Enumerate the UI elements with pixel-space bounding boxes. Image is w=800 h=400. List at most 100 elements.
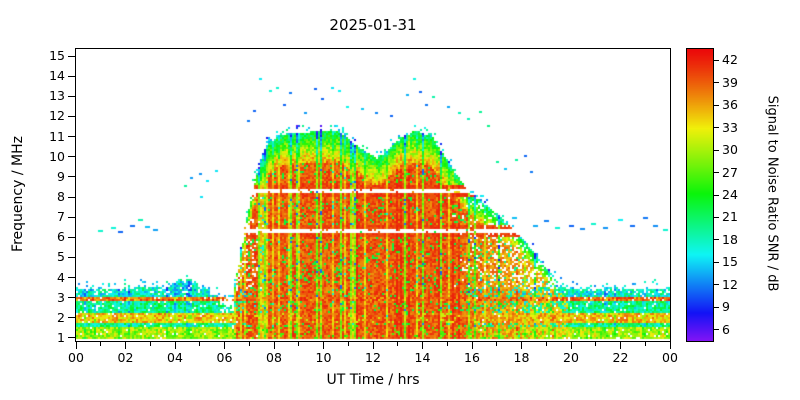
x-minor-tick-mark <box>446 342 448 346</box>
colorbar-tick-mark <box>714 194 719 196</box>
y-tick-label: 13 <box>49 88 65 104</box>
x-tick-mark <box>471 342 473 349</box>
x-tick-mark <box>570 342 572 349</box>
y-tick-mark <box>68 55 75 57</box>
colorbar-tick-label: 42 <box>722 52 738 68</box>
y-tick-mark <box>68 176 75 178</box>
colorbar-tick-label: 18 <box>722 231 738 247</box>
colorbar-tick-mark <box>714 104 719 106</box>
y-tick-mark <box>68 236 75 238</box>
y-tick-mark <box>68 317 75 319</box>
x-minor-tick-mark <box>298 342 300 346</box>
colorbar-tick-mark <box>714 59 719 61</box>
y-tick-mark <box>68 297 75 299</box>
colorbar-tick-label: 39 <box>722 74 738 90</box>
x-tick-label: 14 <box>414 350 431 365</box>
y-tick-label: 1 <box>57 329 65 345</box>
x-tick-label: 06 <box>216 350 233 365</box>
x-tick-mark <box>620 342 621 349</box>
y-tick-mark <box>68 256 75 258</box>
x-axis-label: UT Time / hrs <box>326 372 420 388</box>
x-tick-mark <box>669 342 671 349</box>
y-tick-label: 5 <box>57 249 65 265</box>
y-tick-label: 10 <box>49 148 65 164</box>
colorbar-tick-label: 9 <box>722 299 730 315</box>
x-tick-label: 08 <box>266 350 282 365</box>
x-tick-mark <box>323 342 324 349</box>
colorbar-tick-label: 21 <box>722 209 738 225</box>
x-tick-label: 16 <box>464 350 480 365</box>
colorbar-tick-label: 24 <box>722 187 738 202</box>
colorbar-tick-label: 15 <box>722 254 738 270</box>
colorbar <box>686 48 714 342</box>
x-tick-mark <box>125 342 126 349</box>
y-tick-mark <box>68 196 75 198</box>
colorbar-tick-mark <box>714 149 719 151</box>
spectrogram-plot <box>75 48 671 342</box>
chart-title: 2025-01-31 <box>329 16 417 34</box>
colorbar-tick-mark <box>714 306 719 308</box>
x-tick-label: 04 <box>167 350 183 365</box>
x-minor-tick-mark <box>199 342 201 346</box>
y-tick-mark <box>68 95 75 97</box>
y-tick-mark <box>68 216 75 218</box>
colorbar-tick-label: 36 <box>722 97 738 113</box>
x-tick-label: 00 <box>662 350 678 365</box>
colorbar-tick-mark <box>714 127 719 129</box>
y-tick-label: 12 <box>49 108 65 124</box>
x-tick-label: 22 <box>612 350 629 365</box>
x-minor-tick-mark <box>496 342 498 346</box>
y-axis-label: Frequency / MHz <box>10 136 26 252</box>
y-tick-label: 4 <box>57 269 65 285</box>
y-tick-label: 2 <box>57 309 65 325</box>
colorbar-tick-mark <box>714 172 719 174</box>
x-tick-label: 12 <box>365 350 381 365</box>
y-tick-label: 6 <box>57 229 65 245</box>
x-tick-mark <box>521 342 522 349</box>
y-tick-label: 3 <box>57 289 65 305</box>
x-tick-label: 20 <box>563 350 579 365</box>
colorbar-tick-label: 12 <box>722 276 738 292</box>
x-tick-mark <box>224 342 225 349</box>
colorbar-tick-mark <box>714 239 719 241</box>
x-minor-tick-mark <box>545 342 547 346</box>
x-tick-mark <box>273 342 275 349</box>
y-tick-label: 8 <box>57 189 65 204</box>
y-tick-label: 9 <box>57 168 65 184</box>
x-tick-mark <box>174 342 176 349</box>
colorbar-tick-mark <box>714 329 719 331</box>
y-tick-label: 11 <box>49 128 65 144</box>
y-tick-mark <box>68 337 75 339</box>
x-tick-label: 10 <box>315 350 332 365</box>
y-tick-mark <box>68 277 75 279</box>
x-minor-tick-mark <box>595 342 597 346</box>
x-minor-tick-mark <box>347 342 349 346</box>
colorbar-tick-label: 30 <box>722 142 738 158</box>
y-tick-mark <box>68 156 75 158</box>
y-tick-mark <box>68 136 75 138</box>
y-tick-mark <box>68 115 75 117</box>
y-tick-label: 14 <box>49 68 65 84</box>
colorbar-tick-label: 6 <box>722 321 730 337</box>
y-tick-label: 7 <box>57 209 65 225</box>
colorbar-tick-label: 27 <box>722 164 738 180</box>
x-tick-mark <box>372 342 374 349</box>
x-minor-tick-mark <box>149 342 151 346</box>
x-tick-mark <box>422 342 423 349</box>
x-tick-label: 00 <box>68 350 84 365</box>
x-minor-tick-mark <box>644 342 646 346</box>
x-minor-tick-mark <box>248 342 250 346</box>
x-tick-label: 18 <box>513 350 530 365</box>
colorbar-tick-mark <box>714 82 719 84</box>
colorbar-tick-mark <box>714 284 719 286</box>
colorbar-tick-label: 33 <box>722 119 738 135</box>
x-minor-tick-mark <box>100 342 102 346</box>
x-tick-label: 02 <box>117 350 134 365</box>
colorbar-tick-mark <box>714 216 719 218</box>
x-minor-tick-mark <box>397 342 399 346</box>
colorbar-tick-mark <box>714 261 719 263</box>
y-tick-mark <box>68 75 75 77</box>
colorbar-label: Signal to Noise Ratio SNR / dB <box>764 95 780 292</box>
x-tick-mark <box>75 342 77 349</box>
